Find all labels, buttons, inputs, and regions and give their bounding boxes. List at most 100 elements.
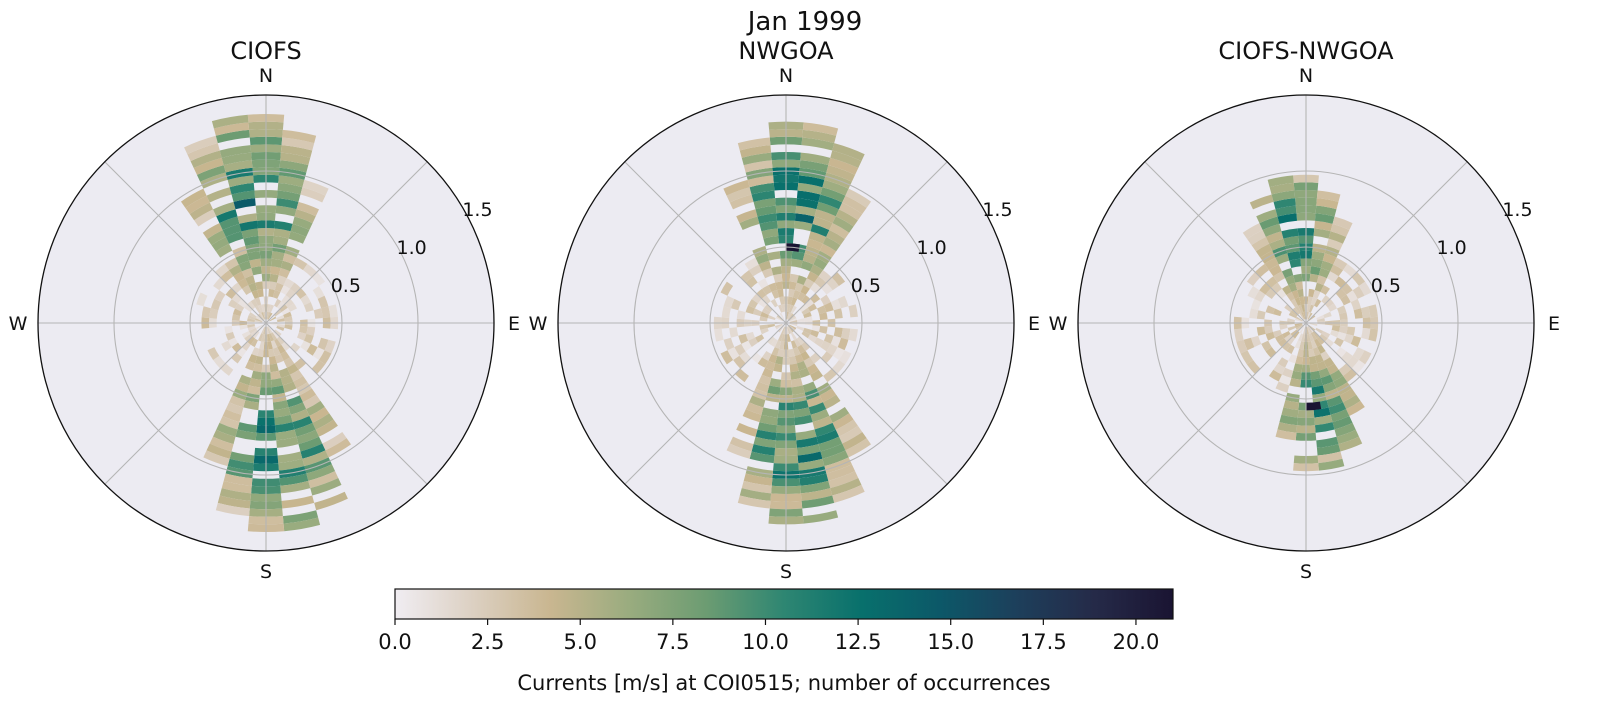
heatmap-cell (1350, 335, 1362, 348)
heatmap-cell (241, 341, 251, 352)
heatmap-cell (274, 329, 282, 337)
heatmap-cell (1332, 216, 1353, 231)
heatmap-cell (790, 305, 797, 314)
heatmap-cell (1308, 304, 1315, 313)
heatmap-cell (1343, 368, 1358, 383)
heatmap-cell (756, 288, 767, 299)
angular-gridline (624, 322, 787, 485)
heatmap-cell (1314, 338, 1322, 348)
heatmap-cell (763, 235, 780, 246)
heatmap-cell (1295, 281, 1304, 290)
angular-gridline (1305, 161, 1468, 324)
heatmap-cell (762, 351, 772, 361)
heatmap-cell (225, 402, 244, 415)
heatmap-cell (241, 228, 259, 239)
heatmap-cell (270, 266, 281, 276)
heatmap-cell (737, 495, 771, 509)
heatmap-cell (1272, 308, 1282, 317)
heatmap-cell (796, 325, 805, 332)
heatmap-cell (1249, 194, 1274, 210)
colorbar-tick-label: 5.0 (564, 630, 597, 654)
heatmap-cell (788, 356, 797, 365)
heatmap-cell (276, 198, 299, 210)
heatmap-cell (729, 327, 739, 338)
heatmap-cell (268, 288, 275, 298)
heatmap-cell (268, 281, 277, 290)
heatmap-cell (749, 182, 775, 195)
heatmap-cell (767, 314, 776, 321)
heatmap-cell (1283, 235, 1300, 246)
heatmap-cell (1289, 378, 1302, 388)
heatmap-cell (1339, 388, 1357, 403)
heatmap-cell (723, 179, 750, 196)
heatmap-cell (807, 303, 817, 312)
heatmap-cell (216, 422, 238, 437)
heatmap-cell (800, 488, 833, 501)
heatmap-cell (801, 294, 811, 305)
heatmap-cell (757, 298, 768, 308)
heatmap-cell (774, 323, 783, 328)
heatmap-cell (1290, 329, 1298, 337)
heatmap-cell (1321, 331, 1331, 339)
heatmap-cell (257, 288, 264, 298)
heatmap-cell (220, 363, 234, 376)
heatmap-cell (744, 257, 759, 271)
heatmap-cell (803, 311, 812, 319)
compass-label-e: E (1548, 313, 1560, 335)
heatmap-cell (290, 342, 301, 353)
heatmap-cell (285, 288, 296, 299)
heatmap-cell (306, 343, 318, 356)
heatmap-cell (789, 323, 798, 326)
heatmap-cell (767, 323, 775, 328)
heatmap-cell (248, 353, 258, 364)
heatmap-cell (1303, 326, 1306, 335)
heatmap-cell (215, 243, 233, 258)
heatmap-cell (298, 436, 323, 452)
radial-tick-label: 1.5 (982, 199, 1012, 221)
heatmap-cell (1312, 347, 1321, 357)
heatmap-cell (833, 308, 843, 319)
heatmap-cell (281, 307, 291, 315)
heatmap-cell (767, 336, 776, 345)
heatmap-cell (798, 458, 825, 471)
heatmap-cell (251, 289, 260, 299)
heatmap-cell (810, 223, 830, 237)
heatmap-cell (830, 477, 862, 496)
heatmap-cell (210, 298, 222, 311)
heatmap-cell (1307, 312, 1313, 320)
heatmap-cell (1315, 205, 1337, 217)
heatmap-cell (1301, 304, 1306, 312)
heatmap-cell (764, 304, 773, 313)
heatmap-cell (1310, 332, 1317, 341)
heatmap-cell (761, 407, 779, 418)
heatmap-cell (837, 295, 849, 309)
heatmap-cell (1295, 316, 1303, 322)
heatmap-cell (189, 202, 214, 221)
heatmap-cell (269, 273, 279, 283)
figure-title: Jan 1999 (746, 7, 863, 37)
heatmap-cell (184, 135, 218, 155)
heatmap-cell (283, 311, 292, 319)
heatmap-cell (819, 312, 828, 321)
heatmap-cell (280, 260, 294, 272)
angular-gridline (1305, 322, 1468, 485)
heatmap-cell (255, 316, 263, 322)
heatmap-cell (1259, 216, 1280, 231)
heatmap-cell (284, 298, 295, 308)
heatmap-cell (282, 129, 317, 144)
heatmap-cell (217, 495, 251, 509)
heatmap-cell (788, 304, 795, 313)
heatmap-cell (282, 381, 297, 393)
heatmap-cell (1299, 312, 1305, 320)
heatmap-cell (774, 340, 782, 349)
heatmap-cell (266, 311, 269, 320)
heatmap-cell (224, 257, 239, 271)
heatmap-cell (743, 473, 773, 486)
heatmap-cell (1316, 314, 1325, 321)
heatmap-cell (219, 145, 252, 158)
heatmap-cell (1256, 326, 1266, 336)
heatmap-cell (280, 152, 311, 166)
heatmap-cell (760, 327, 769, 335)
heatmap-cell (1242, 223, 1263, 239)
colorbar-tick-label: 10.0 (742, 630, 789, 654)
